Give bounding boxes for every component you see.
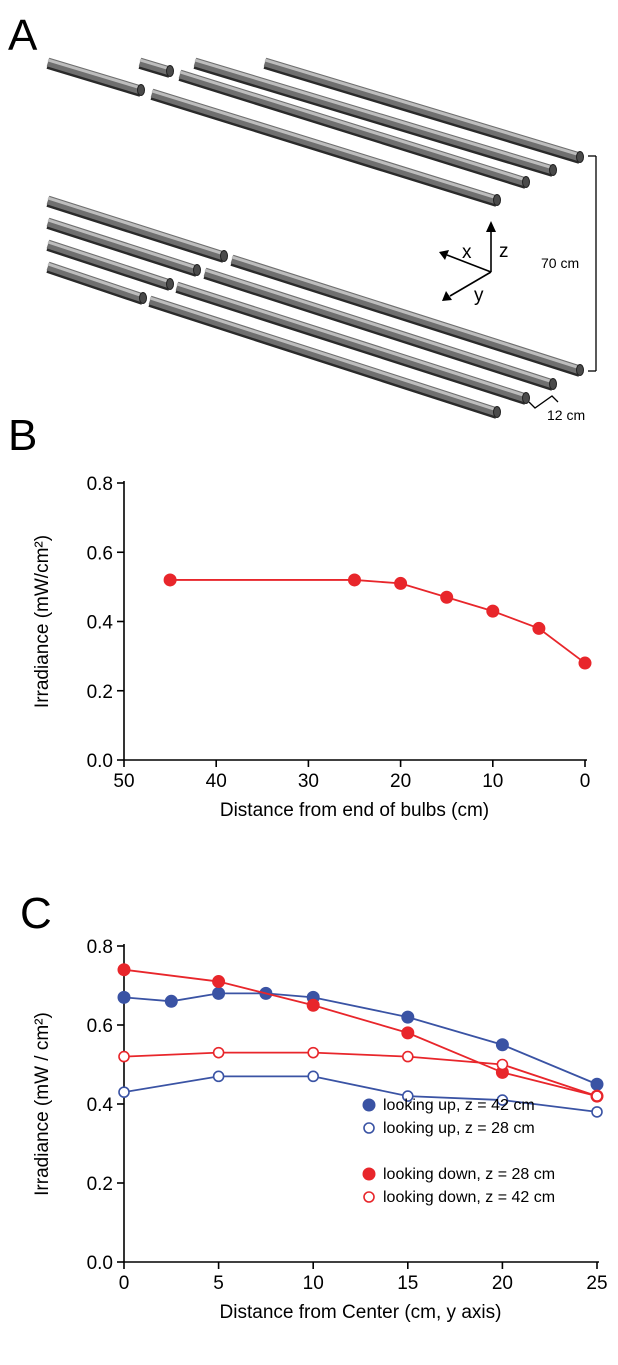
chart-c-data-point — [117, 990, 131, 1004]
chart-c-x-axis-title: Distance from Center (cm, y axis) — [220, 1302, 502, 1323]
chart-c-series-1-line — [123, 1075, 598, 1113]
chart-b-x-tick-label: 50 — [113, 771, 134, 792]
chart-c-series-3-line — [123, 1051, 598, 1097]
x-axis-label: x — [462, 242, 472, 263]
spacing-dimension-bracket — [528, 395, 559, 409]
chart-c-x-tick-label: 20 — [492, 1273, 513, 1294]
chart-c: 0 5 10 15 20 25 0.0 0.2 0.4 0.6 0.8 Distance from C… — [32, 937, 608, 1323]
chart-b: 50 40 30 20 10 0 0.0 0.2 0.4 0.6 0.8 Distance from … — [32, 474, 592, 821]
legend-marker — [363, 1191, 375, 1203]
chart-b-data-point — [532, 621, 546, 635]
fluorescent-tube — [230, 254, 584, 377]
chart-c-data-point — [495, 1038, 509, 1052]
fluorescent-tube — [46, 239, 174, 291]
coordinate-axes-icon — [439, 221, 496, 301]
chart-c-data-point — [212, 1070, 225, 1083]
chart-b-data-point — [440, 590, 454, 604]
panel-c-letter: C — [20, 889, 52, 938]
panel-b-letter: B — [8, 411, 37, 460]
spacing-dimension-label: 12 cm — [547, 407, 585, 423]
fluorescent-tube — [150, 88, 501, 207]
chart-b-x-tick-label: 0 — [580, 771, 591, 792]
chart-c-data-point — [591, 1090, 603, 1102]
fluorescent-tube — [193, 57, 557, 177]
chart-c-y-tick-label: 0.6 — [87, 1016, 113, 1037]
chart-c-y-tick-label: 0.4 — [87, 1095, 114, 1116]
legend-label: looking down, z = 28 cm — [383, 1166, 555, 1183]
chart-c-series-2-line — [123, 968, 598, 1097]
chart-b-x-tick-label: 20 — [390, 771, 411, 792]
legend-marker — [362, 1167, 376, 1181]
chart-c-data-point — [590, 1077, 604, 1091]
legend-marker — [363, 1122, 375, 1134]
chart-c-data-point — [496, 1094, 509, 1106]
chart-b-data-point — [163, 573, 177, 587]
legend-label: looking up, z = 42 cm — [383, 1097, 535, 1114]
chart-c-data-point — [496, 1058, 509, 1071]
chart-c-y-tick-label: 0.0 — [87, 1253, 113, 1274]
legend-marker — [362, 1098, 376, 1112]
chart-c-y-tick-label: 0.8 — [87, 937, 113, 958]
chart-b-x-tick-label: 40 — [206, 771, 227, 792]
fluorescent-tube — [46, 217, 201, 277]
chart-b-data-point — [486, 604, 500, 618]
fluorescent-tube — [203, 267, 557, 391]
chart-c-x-tick-label: 15 — [397, 1273, 418, 1294]
fluorescent-tube — [175, 281, 530, 405]
height-dimension-label: 70 cm — [541, 255, 579, 271]
chart-b-y-axis-title: Irradiance (mW/cm²) — [32, 535, 53, 708]
chart-b-data-point — [348, 573, 361, 587]
chart-c-data-point — [118, 1086, 130, 1098]
chart-c-x-tick-label: 25 — [586, 1273, 607, 1294]
chart-c-data-point — [401, 1026, 415, 1040]
chart-b-y-tick-label: 0.4 — [87, 613, 114, 634]
chart-c-data-point — [212, 1046, 225, 1059]
chart-c-x-tick-label: 0 — [119, 1273, 130, 1294]
chart-c-data-point — [401, 1010, 415, 1024]
chart-c-data-point — [212, 986, 226, 1000]
fluorescent-tube — [178, 69, 530, 189]
chart-c-y-tick-label: 0.2 — [87, 1174, 113, 1195]
chart-c-data-point — [212, 975, 226, 989]
chart-b-series-0-line — [170, 579, 586, 664]
legend-label: looking up, z = 28 cm — [383, 1120, 535, 1137]
legend-label: looking down, z = 42 cm — [383, 1189, 555, 1206]
height-dimension-bracket — [588, 155, 597, 372]
y-axis-label: y — [474, 285, 484, 306]
chart-c-data-point — [117, 963, 131, 977]
chart-b-y-tick-label: 0.6 — [87, 543, 113, 564]
chart-c-data-point — [591, 1106, 603, 1118]
fluorescent-tube — [46, 261, 147, 305]
fluorescent-tube — [148, 295, 501, 419]
chart-b-y-tick-label: 0.0 — [87, 751, 113, 772]
chart-b-x-axis-title: Distance from end of bulbs (cm) — [220, 800, 489, 821]
fluorescent-tube — [263, 57, 584, 164]
fluorescent-tube — [46, 195, 228, 263]
chart-c-x-tick-label: 10 — [303, 1273, 324, 1294]
z-axis-label: z — [499, 241, 509, 262]
chart-c-data-point — [401, 1090, 414, 1102]
chart-c-data-point — [118, 1050, 130, 1063]
chart-b-data-point — [394, 576, 408, 590]
chart-b-x-tick-label: 30 — [298, 771, 319, 792]
panel-a-letter: A — [8, 11, 38, 60]
chart-c-series-0-line — [123, 992, 598, 1086]
chart-b-data-point — [578, 656, 592, 670]
chart-c-x-tick-label: 5 — [213, 1273, 224, 1294]
chart-c-data-point — [307, 1070, 320, 1083]
fluorescent-tube — [46, 57, 145, 97]
chart-b-y-tick-label: 0.2 — [87, 682, 113, 703]
chart-c-data-point — [307, 1046, 320, 1059]
chart-c-data-point — [401, 1050, 414, 1063]
chart-b-y-tick-label: 0.8 — [87, 474, 113, 495]
fluorescent-tube-array — [46, 57, 584, 419]
chart-b-x-tick-label: 10 — [482, 771, 503, 792]
chart-c-data-point — [306, 998, 320, 1012]
fluorescent-tube — [138, 57, 174, 78]
chart-c-data-point — [164, 994, 178, 1008]
chart-c-y-axis-title: Irradiance (mW / cm²) — [32, 1012, 53, 1196]
